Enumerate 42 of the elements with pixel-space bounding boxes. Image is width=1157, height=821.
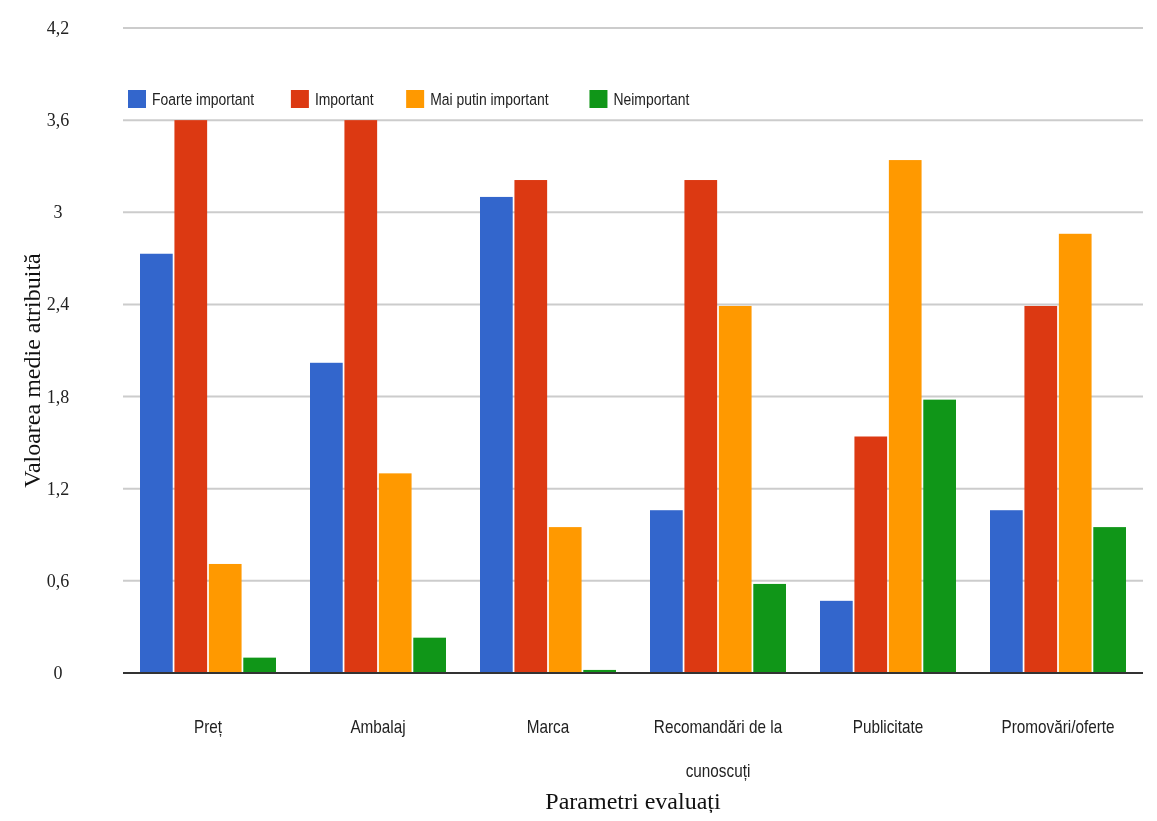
bar (888, 160, 922, 673)
bar (990, 510, 1023, 673)
legend-label: Neimportant (613, 89, 690, 109)
bar (344, 120, 378, 673)
y-tick-label: 0 (53, 663, 63, 683)
y-tick-label: 3 (53, 202, 63, 223)
bar (378, 473, 412, 673)
bar (684, 180, 718, 673)
bar (923, 399, 956, 673)
bar (514, 180, 548, 673)
legend-label: Important (314, 89, 375, 109)
bar (243, 657, 276, 673)
bar (854, 436, 888, 673)
y-tick-label: 2,4 (46, 294, 70, 315)
bar (174, 120, 208, 673)
x-tick-label: Preț (193, 716, 223, 738)
legend-label: Foarte important (152, 89, 255, 109)
bar (480, 196, 513, 673)
category-label: Recomandări de la cunoscuți (653, 716, 783, 782)
bar (650, 510, 683, 673)
y-tick-label: 4,2 (46, 18, 70, 38)
bar (140, 253, 173, 673)
bar (208, 563, 242, 673)
legend-label: Mai putin important (430, 89, 550, 109)
bar (1024, 305, 1058, 673)
bar (820, 600, 853, 673)
y-tick-label: 1,2 (46, 478, 70, 499)
bar (310, 362, 343, 673)
y-tick-label: 3,6 (46, 110, 70, 131)
bar (753, 583, 786, 673)
y-tick-label: 1,8 (46, 386, 70, 407)
x-tick-label: Marca (526, 716, 570, 738)
x-tick-label: Ambalaj (350, 716, 406, 738)
y-tick-label: 0,6 (46, 570, 70, 591)
x-tick-label: Promovări/oferte (1001, 716, 1115, 738)
bar (548, 527, 582, 673)
bar (1093, 527, 1126, 673)
x-tick-label: Publicitate (852, 716, 924, 738)
bar (718, 305, 752, 673)
bar (413, 637, 446, 673)
y-axis-title: Valoarea medie atribuită (19, 252, 45, 488)
bar (1058, 233, 1092, 673)
